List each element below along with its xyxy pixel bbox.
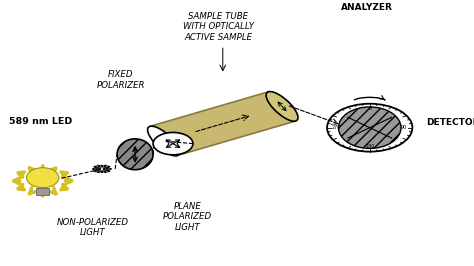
Circle shape [327, 104, 412, 152]
Ellipse shape [27, 168, 59, 188]
Text: DETECTOR: DETECTOR [427, 118, 474, 127]
Ellipse shape [266, 92, 298, 121]
Ellipse shape [117, 139, 153, 170]
Text: 589 nm LED: 589 nm LED [9, 117, 72, 126]
Text: SAMPLE TUBE
WITH OPTICALLY
ACTIVE SAMPLE: SAMPLE TUBE WITH OPTICALLY ACTIVE SAMPLE [182, 12, 254, 41]
Text: 90: 90 [401, 125, 406, 130]
Text: FIXED
POLARIZER: FIXED POLARIZER [97, 70, 145, 89]
Text: 180: 180 [365, 144, 374, 149]
Text: 270: 270 [331, 125, 341, 130]
Text: NON-POLARIZED
LIGHT: NON-POLARIZED LIGHT [56, 218, 128, 237]
Ellipse shape [338, 107, 401, 148]
Text: 0: 0 [368, 106, 371, 111]
Ellipse shape [147, 126, 180, 156]
Polygon shape [150, 92, 296, 156]
Circle shape [153, 132, 193, 155]
Text: PLANE
POLARIZED
LIGHT: PLANE POLARIZED LIGHT [163, 202, 212, 232]
FancyBboxPatch shape [36, 188, 49, 195]
Text: ANALYZER: ANALYZER [341, 3, 393, 13]
